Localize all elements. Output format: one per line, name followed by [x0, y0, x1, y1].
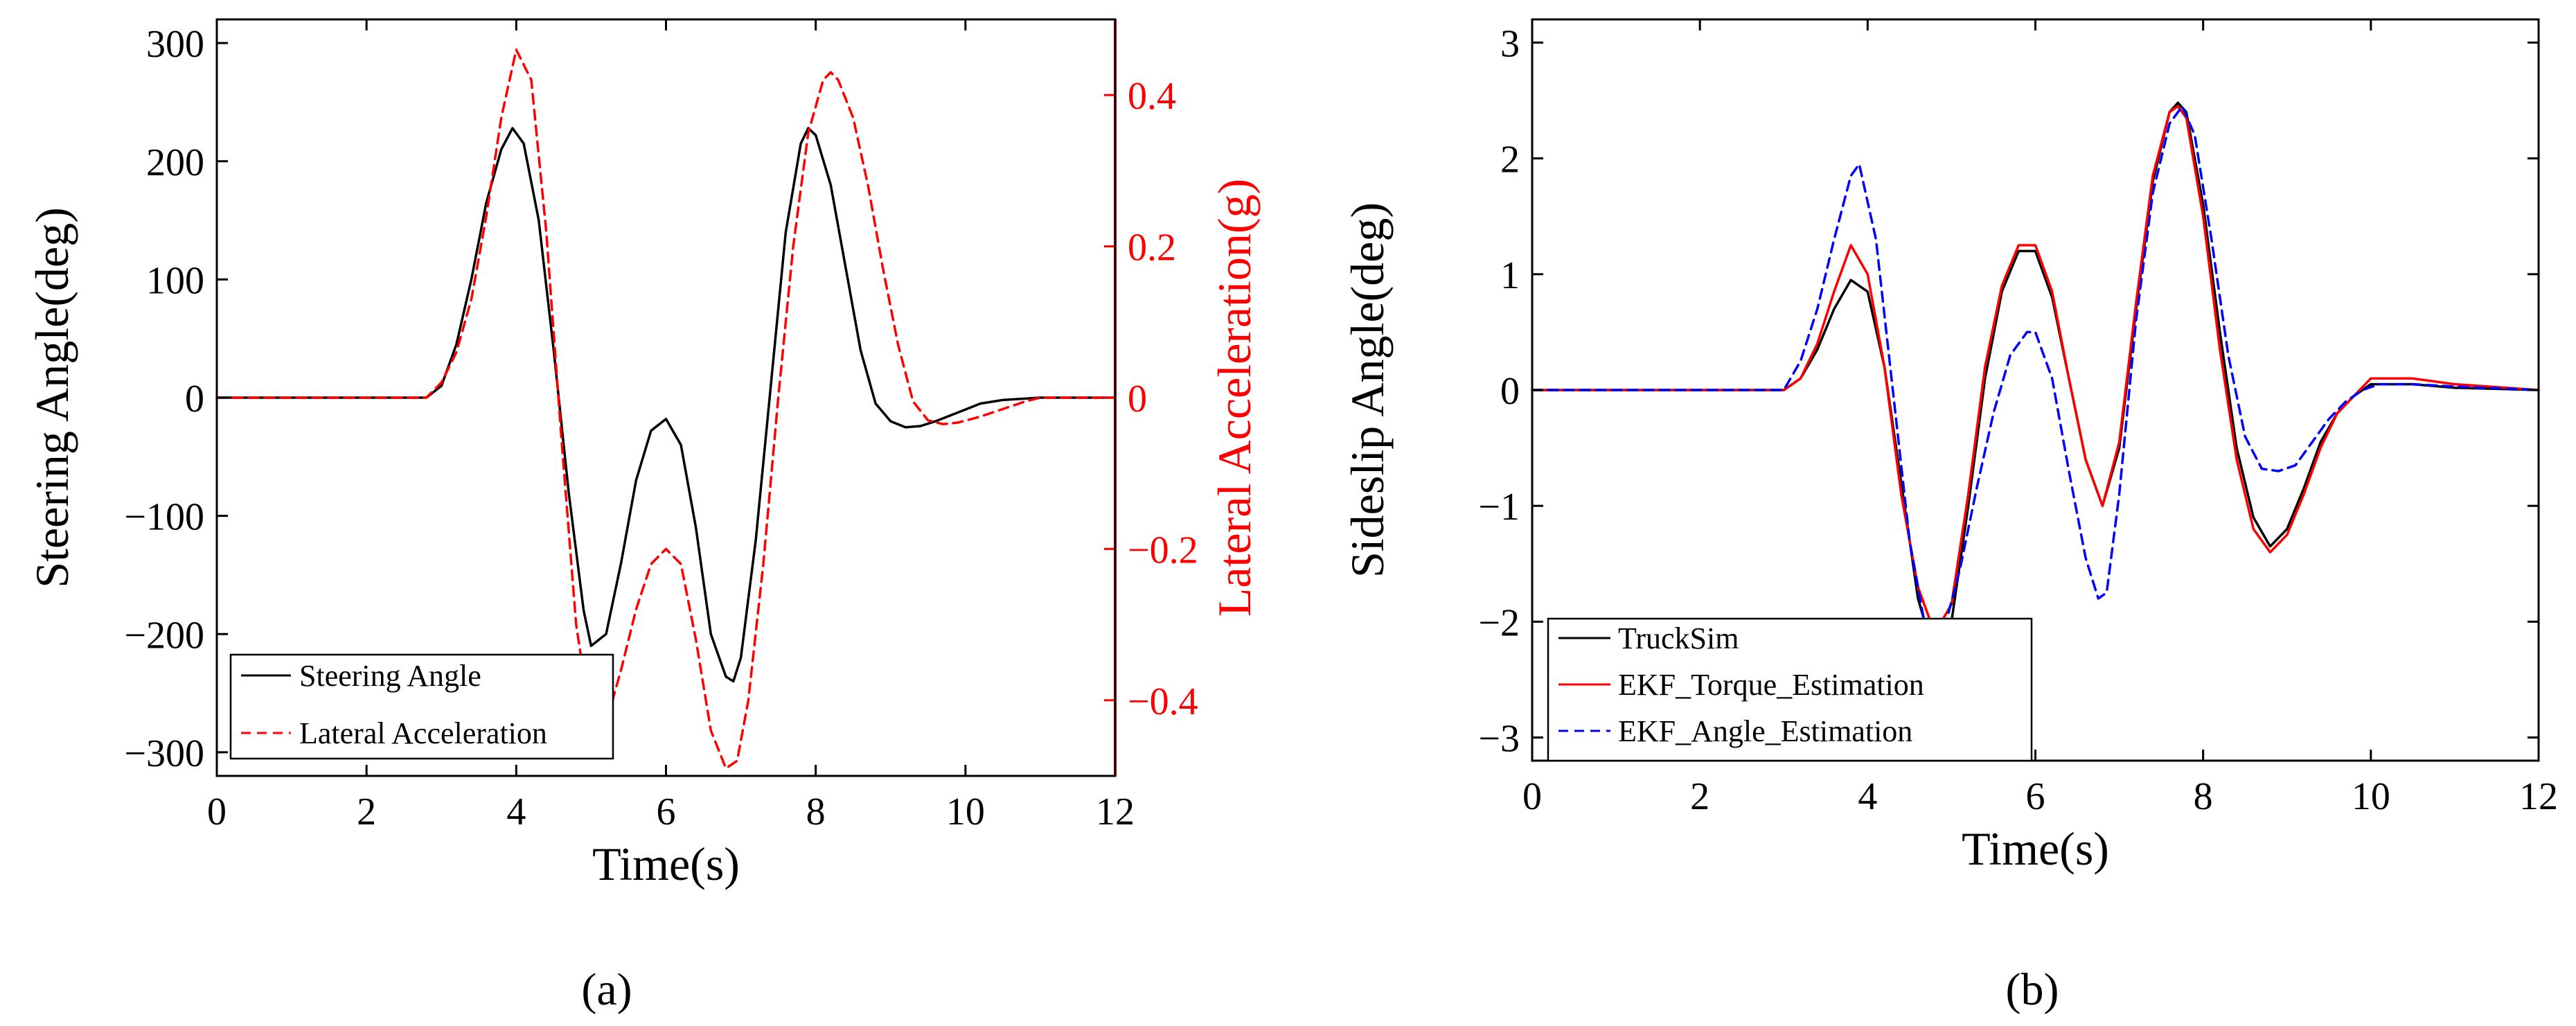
- chart-b-x-ticks: 0 2 4 6 8 10 12: [1522, 19, 2558, 818]
- chart-a-lines: [215, 48, 1117, 770]
- chart-a-y-ticks: 300 200 100 0 −100 −200 −300: [124, 23, 228, 775]
- chart-b-legend-trucksim: TruckSim: [1618, 621, 1739, 655]
- chart-a-series-steering-angle: [215, 127, 1117, 683]
- chart-a-y2-tick-label: 0.4: [1128, 75, 1176, 118]
- chart-b-y-tick-label: −1: [1478, 486, 1520, 529]
- chart-b-legend-box: [1547, 617, 2033, 762]
- chart-b-legend: TruckSim EKF_Torque_Estimation EKF_Angle…: [1547, 617, 2033, 762]
- chart-a-y2-tick-label: 0.2: [1128, 227, 1176, 269]
- chart-a-y-tick-label: −300: [124, 732, 204, 775]
- chart-a-x-label: Time(s): [592, 838, 740, 890]
- chart-a-y2-tick-label: −0.4: [1128, 680, 1198, 723]
- chart-a-x-tick-label: 12: [1096, 790, 1135, 833]
- chart-b-y-tick-label: −2: [1478, 601, 1520, 644]
- chart-b-y-tick-label: 0: [1500, 370, 1520, 413]
- chart-a-y-tick-label: −100: [124, 496, 204, 539]
- chart-b-frame: [1531, 18, 2540, 762]
- chart-b-y-label: Sideslip Angle(deg): [1341, 202, 1394, 578]
- chart-b-y-tick-label: −3: [1478, 718, 1520, 761]
- chart-b-y-ticks: 3 2 1 0 −1 −2 −3: [1478, 22, 2539, 761]
- chart-b-caption: (b): [2006, 964, 2059, 1015]
- chart-a-legend-box: [229, 653, 614, 760]
- chart-a-x-tick-label: 2: [357, 790, 376, 833]
- chart-b-legend-torque: EKF_Torque_Estimation: [1618, 668, 1924, 702]
- chart-b-x-tick-label: 12: [2519, 775, 2558, 818]
- chart-b-x-tick-label: 6: [2026, 775, 2045, 818]
- chart-a-x-tick-label: 8: [806, 790, 826, 833]
- chart-a-y-label: Steering Angle(deg): [26, 207, 78, 588]
- chart-a-x-ticks: 0 2 4 6 8 10 12: [207, 19, 1135, 833]
- chart-a-y2-label: Lateral Acceleration(g): [1208, 179, 1261, 617]
- chart-b-y-tick-label: 1: [1500, 254, 1520, 297]
- chart-b-x-tick-label: 0: [1522, 775, 1542, 818]
- chart-a-x-tick-label: 6: [657, 790, 676, 833]
- chart-b-legend-angle: EKF_Angle_Estimation: [1618, 714, 1912, 748]
- chart-b-x-tick-label: 8: [2194, 775, 2213, 818]
- chart-a-y-tick-label: −200: [124, 614, 204, 657]
- chart-a-y-tick-label: 100: [146, 259, 204, 302]
- chart-a-y2-ticks: 0.4 0.2 0 −0.2 −0.4: [1104, 19, 1198, 776]
- chart-a-legend-steering: Steering Angle: [299, 659, 481, 693]
- chart-a-legend-lateral: Lateral Acceleration: [299, 716, 547, 750]
- chart-b-series-ekf-angle-estimation: [1531, 105, 2540, 635]
- chart-b-lines: [1531, 101, 2540, 658]
- chart-b-y-tick-label: 3: [1500, 22, 1520, 65]
- chart-b-series-ekf-torque-estimation: [1531, 105, 2540, 635]
- chart-a-y2-tick-label: −0.2: [1128, 529, 1198, 572]
- chart-b-x-label: Time(s): [1962, 822, 2109, 875]
- chart-a-y-tick-label: 300: [146, 23, 204, 66]
- chart-a-y-tick-label: 200: [146, 141, 204, 184]
- chart-a-y2-tick-label: 0: [1128, 378, 1147, 421]
- chart-a-y-tick-label: 0: [185, 378, 204, 421]
- chart-a-x-tick-label: 10: [946, 790, 985, 833]
- chart-a-x-tick-label: 0: [207, 790, 226, 833]
- chart-b-x-tick-label: 10: [2352, 775, 2390, 818]
- chart-a-series-lateral-acceleration: [215, 48, 1117, 770]
- chart-b-y-tick-label: 2: [1500, 139, 1520, 182]
- chart-a-x-tick-label: 4: [506, 790, 526, 833]
- chart-a-legend: Steering Angle Lateral Acceleration: [229, 653, 614, 760]
- chart-b-x-tick-label: 2: [1690, 775, 1709, 818]
- chart-a-caption: (a): [581, 964, 632, 1015]
- chart-a-frame: [215, 18, 1117, 777]
- chart-b-x-tick-label: 4: [1858, 775, 1877, 818]
